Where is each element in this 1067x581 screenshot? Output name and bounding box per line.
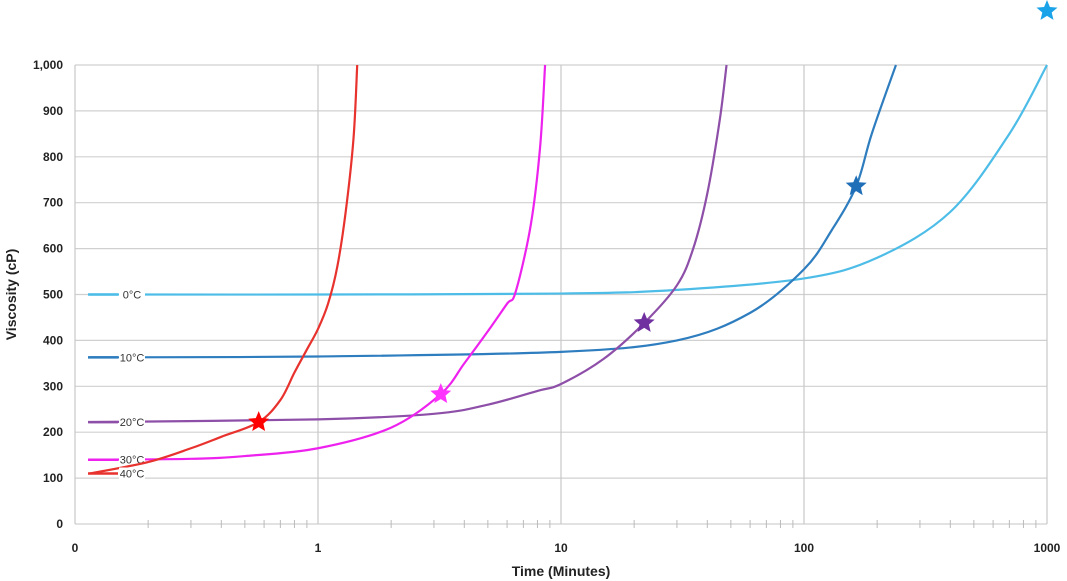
y-tick-label: 100 (43, 471, 63, 485)
series-label: 20°C (120, 417, 145, 429)
y-tick-label: 200 (43, 425, 63, 439)
y-tick-label: 700 (43, 196, 63, 210)
x-tick-label: 1000 (1034, 541, 1061, 555)
x-axis-title: Time (Minutes) (512, 563, 611, 579)
y-tick-label: 400 (43, 333, 63, 347)
y-tick-label: 300 (43, 379, 63, 393)
y-tick-label: 900 (43, 104, 63, 118)
series-label-bg (119, 453, 145, 466)
y-tick-label: 500 (43, 288, 63, 302)
y-tick-label: 0 (56, 517, 63, 531)
series-marker-star (430, 383, 452, 403)
series-label-bg (119, 416, 145, 429)
x-tick-label: 100 (794, 541, 814, 555)
series-marker-star (845, 175, 867, 196)
series-label-bg (119, 351, 145, 364)
series-marker-star (248, 411, 270, 431)
series-marker-star (1036, 0, 1058, 20)
series-line-1 (89, 64, 897, 359)
series-line-0 (89, 64, 1048, 296)
series-line-3 (89, 64, 547, 461)
y-tick-label: 1,000 (33, 58, 63, 72)
y-tick-label: 600 (43, 242, 63, 256)
series-marker-star (633, 312, 655, 332)
x-tick-label: 0 (72, 541, 79, 555)
series-label: 10°C (120, 352, 145, 364)
series-label: 0°C (123, 290, 142, 302)
series-label-bg (119, 288, 145, 301)
series-label: 40°C (120, 469, 145, 481)
series-line-2 (89, 64, 728, 424)
x-tick-label: 1 (315, 541, 322, 555)
y-axis-title: Viscosity (cP) (3, 249, 19, 341)
series-label-bg (119, 467, 145, 480)
y-tick-label: 800 (43, 150, 63, 164)
x-tick-label: 10 (554, 541, 568, 555)
series-line-4 (89, 64, 359, 475)
